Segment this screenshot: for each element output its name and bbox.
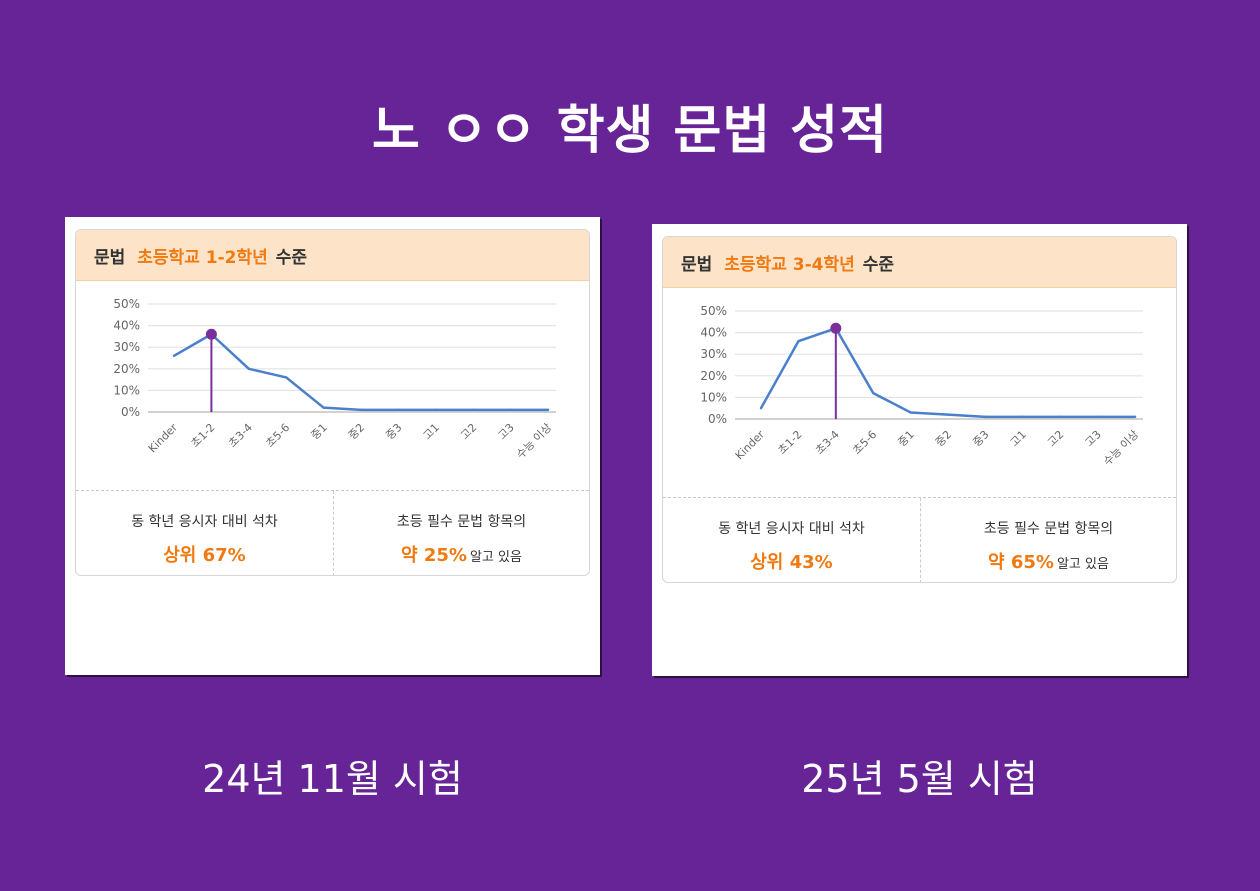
x-tick-label: 중1 <box>895 428 916 449</box>
data-point <box>472 408 475 412</box>
x-tick-label: 수능 이상 <box>1101 428 1141 468</box>
x-tick-label: 수능 이상 <box>514 421 554 461</box>
highlight-point <box>830 322 842 334</box>
knowledge-suffix: 알고 있음 <box>469 550 522 565</box>
x-tick-label: Kinder <box>733 428 768 463</box>
report-card-nov-2024: 문법 초등학교 1-2학년 수준 0% 10% 20% 30% 40% 50% Kinder… <box>65 217 600 675</box>
y-tick-label: 10% <box>113 383 140 397</box>
data-point <box>247 367 251 370</box>
series-line <box>173 332 549 412</box>
x-tick-label: 초1-2 <box>775 428 804 457</box>
data-point <box>797 340 800 343</box>
page-title: 노 ㅇㅇ 학생 문법 성적 <box>372 101 888 161</box>
highlight-point <box>205 328 217 340</box>
x-tick-label: 초3-4 <box>813 428 842 457</box>
y-tick-label: 50% <box>113 297 140 311</box>
line-chart-svg: 0% 10% 20% 30% 40% 50% Kinder 초1-2 초3-4 초5-6 중1 중2 중… <box>113 297 556 461</box>
line-chart-svg: 0% 10% 20% 30% 40% 50% Kinder 초1-2 초3-4 초5-6 중1 중2 중… <box>700 304 1143 468</box>
x-tick-label: 중1 <box>308 421 329 442</box>
y-tick-label: 20% <box>113 362 140 376</box>
level-label: 초등학교 3-4학년 <box>724 254 855 275</box>
x-tick-label: 초3-4 <box>226 421 255 450</box>
knowledge-label: 초등 필수 문법 항목의 <box>396 514 527 530</box>
y-tick-label: 50% <box>700 304 727 318</box>
x-tick-label: 고2 <box>1045 428 1066 449</box>
stats-panel: 동 학년 응시자 대비 석차 상위 67% 초등 필수 문법 항목의 약 25%… <box>76 490 589 575</box>
x-tick-label: 초5-6 <box>850 428 879 457</box>
level-distribution-chart: 0% 10% 20% 30% 40% 50% Kinder 초1-2 초3-4 초5-6 중1 중2 중… <box>663 289 1176 497</box>
data-point <box>984 415 987 419</box>
data-point <box>322 406 325 409</box>
y-tick-label: 0% <box>708 412 727 426</box>
report-card-may-2025: 문법 초등학교 3-4학년 수준 0% 10% 20% 30% 40% 50% Kinder… <box>652 224 1187 676</box>
rank-value: 상위 43% <box>750 552 833 573</box>
rank-label: 동 학년 응시자 대비 석차 <box>131 514 278 530</box>
data-point <box>946 413 950 416</box>
x-tick-label: 고1 <box>421 421 442 442</box>
y-tick-label: 10% <box>700 390 727 404</box>
x-tick-label: 중2 <box>933 428 954 449</box>
x-tick-label: 초5-6 <box>263 421 292 450</box>
knowledge-label: 초등 필수 문법 항목의 <box>983 521 1114 537</box>
data-point <box>397 408 400 412</box>
x-tick-label: 고1 <box>1008 428 1029 449</box>
data-point <box>1021 415 1025 419</box>
knowledge-value-row: 약 25% 알고 있음 <box>334 541 589 567</box>
rank-label: 동 학년 응시자 대비 석차 <box>718 521 865 537</box>
card-header: 문법 초등학교 3-4학년 수준 <box>663 237 1176 288</box>
x-tick-label: 중2 <box>346 421 367 442</box>
data-point <box>872 391 875 395</box>
y-tick-label: 40% <box>700 326 727 340</box>
series-line <box>759 327 1136 419</box>
x-tick-label: 중3 <box>383 421 404 442</box>
data-point <box>759 407 763 410</box>
data-point <box>1096 415 1099 419</box>
level-suffix: 수준 <box>275 247 308 268</box>
knowledge-value-row: 약 65% 알고 있음 <box>921 548 1176 574</box>
exam-date-caption: 25년 5월 시험 <box>801 757 1038 801</box>
data-point <box>509 408 512 412</box>
knowledge-value: 약 25% <box>401 545 467 566</box>
level-distribution-chart: 0% 10% 20% 30% 40% 50% Kinder 초1-2 초3-4 초5-6 중1 중2 중… <box>76 282 589 490</box>
subject-label: 문법 <box>681 254 713 275</box>
y-tick-label: 40% <box>113 319 140 333</box>
stats-panel: 동 학년 응시자 대비 석차 상위 43% 초등 필수 문법 항목의 약 65%… <box>663 497 1176 582</box>
data-point <box>1059 415 1062 419</box>
rank-stat: 동 학년 응시자 대비 석차 상위 43% <box>663 498 921 582</box>
x-tick-label: 고2 <box>458 421 479 442</box>
data-point <box>909 411 912 414</box>
x-tick-label: Kinder <box>146 421 181 456</box>
x-tick-label: 초1-2 <box>188 421 217 450</box>
data-point <box>1133 415 1137 419</box>
data-point <box>546 408 550 412</box>
data-point <box>434 408 438 412</box>
rank-stat: 동 학년 응시자 대비 석차 상위 67% <box>76 491 334 575</box>
grammar-result-card: 문법 초등학교 3-4학년 수준 0% 10% 20% 30% 40% 50% Kinder… <box>662 236 1177 583</box>
grammar-result-card: 문법 초등학교 1-2학년 수준 0% 10% 20% 30% 40% 50% Kinder… <box>75 229 590 576</box>
exam-date-caption: 24년 11월 시험 <box>202 757 463 801</box>
data-point <box>359 408 363 412</box>
y-tick-label: 30% <box>700 347 727 361</box>
level-suffix: 수준 <box>862 254 895 275</box>
subject-label: 문법 <box>94 247 126 268</box>
knowledge-value: 약 65% <box>988 552 1054 573</box>
x-tick-label: 고3 <box>1083 428 1104 449</box>
y-tick-label: 30% <box>113 340 140 354</box>
rank-value: 상위 67% <box>163 545 246 566</box>
knowledge-suffix: 알고 있음 <box>1056 557 1109 572</box>
data-point <box>285 376 288 379</box>
x-tick-label: 중3 <box>970 428 991 449</box>
card-header: 문법 초등학교 1-2학년 수준 <box>76 230 589 281</box>
y-tick-label: 20% <box>700 369 727 383</box>
x-tick-label: 고3 <box>496 421 517 442</box>
data-point <box>172 354 176 358</box>
knowledge-stat: 초등 필수 문법 항목의 약 25% 알고 있음 <box>334 491 589 575</box>
knowledge-stat: 초등 필수 문법 항목의 약 65% 알고 있음 <box>921 498 1176 582</box>
level-label: 초등학교 1-2학년 <box>137 247 268 268</box>
y-tick-label: 0% <box>121 405 140 419</box>
